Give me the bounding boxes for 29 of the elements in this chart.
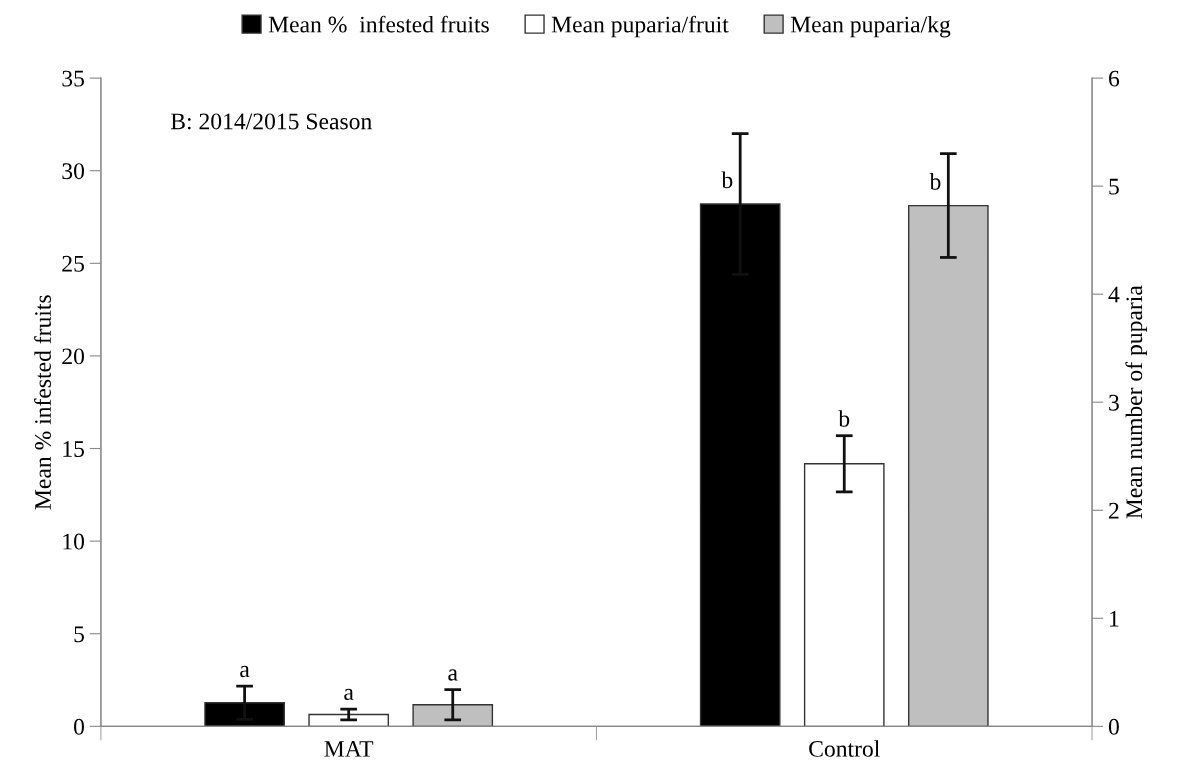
y2-axis-title: Mean number of puparia <box>1125 285 1148 519</box>
y2-tick-label: 6 <box>1109 70 1120 87</box>
data-label: b <box>721 171 733 189</box>
legend-label: Mean % infested fruits <box>268 15 489 33</box>
y2-tick-label: 0 <box>1108 718 1119 735</box>
y-tick-label: 15 <box>63 441 84 457</box>
y-tick-label: 10 <box>63 533 85 550</box>
legend-label: Mean puparia/kg <box>790 15 951 38</box>
y2-tick-label: 4 <box>1108 286 1120 303</box>
y-tick-label: 25 <box>62 255 84 272</box>
y-tick-label: 5 <box>74 626 84 643</box>
data-label: a <box>344 688 354 701</box>
data-label: b <box>929 173 941 190</box>
y2-tick-label: 5 <box>1109 178 1119 195</box>
legend-label: Mean puparia/fruit <box>551 15 729 38</box>
data-label: a <box>240 665 250 678</box>
y2-tick-label: 3 <box>1109 394 1119 411</box>
annotation: B: 2014/2015 Season <box>170 113 372 130</box>
x-tick-label: MAT <box>324 741 374 757</box>
data-label: b <box>838 410 850 427</box>
y-tick-label: 0 <box>74 718 85 735</box>
y-axis-title: Mean % infested fruits <box>34 295 52 510</box>
y2-tick-label: 2 <box>1109 502 1119 519</box>
y-tick-label: 35 <box>62 70 84 87</box>
y-tick-label: 20 <box>62 348 85 365</box>
y2-tick-label: 1 <box>1110 610 1119 627</box>
data-label: a <box>448 669 458 681</box>
y-tick-label: 30 <box>62 163 85 180</box>
x-tick-label: Control <box>809 740 880 757</box>
